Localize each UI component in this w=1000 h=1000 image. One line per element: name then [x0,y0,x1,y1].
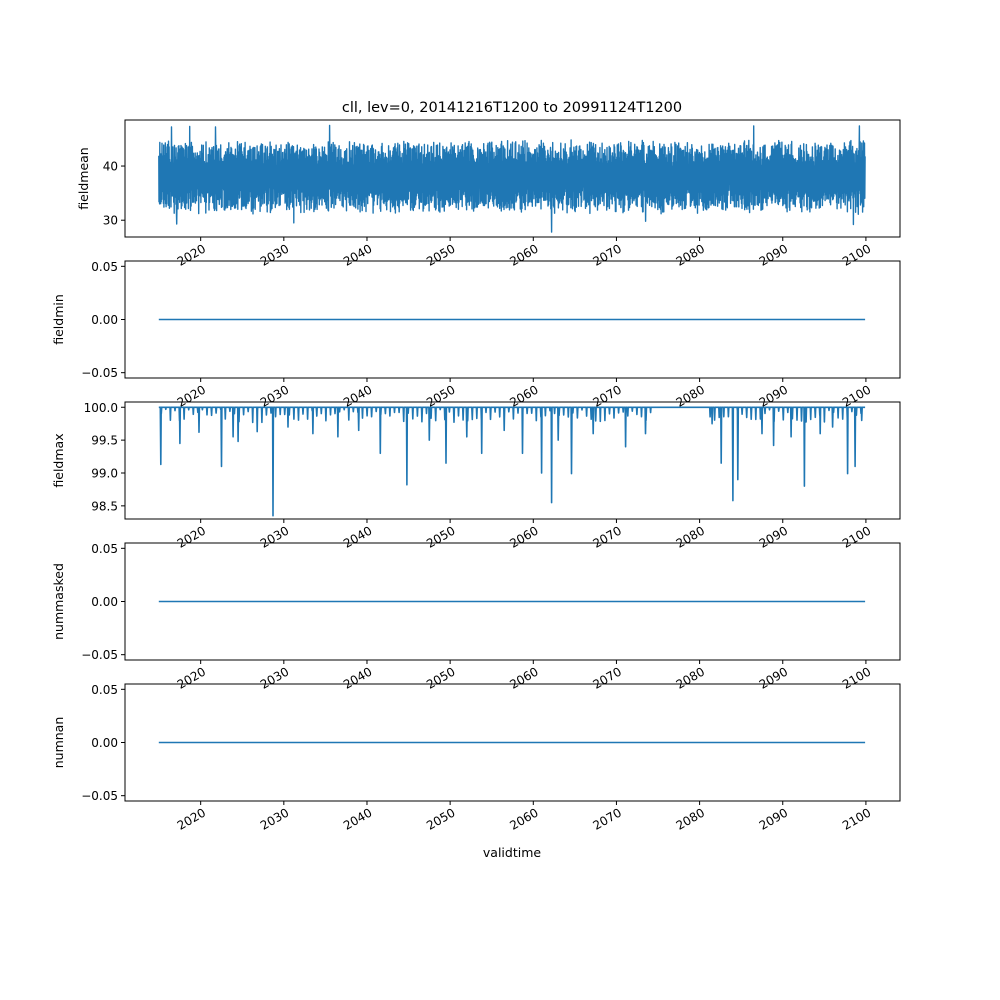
fieldmin-ytick-label: 0.00 [91,313,118,327]
numnan-ytick-label: 0.05 [91,683,118,697]
numnan-ytick-label: 0.00 [91,736,118,750]
fieldmin-ytick-label: −0.05 [81,366,118,380]
fieldmean-ylabel: fieldmean [76,147,91,209]
fieldmean-ytick-label: 30 [103,214,118,228]
fieldmean-ytick-label: 40 [103,160,118,174]
fieldmean-axes-frame [124,119,901,238]
fieldmax-ytick-label: 99.0 [91,466,118,480]
fieldmax-ylabel: fieldmax [51,433,66,487]
fieldmax-axes-frame [124,401,901,520]
numnan-ylabel: numnan [51,717,66,769]
figure-title: cll, lev=0, 20141216T1200 to 20991124T12… [342,100,682,116]
fieldmax-ytick-label: 98.5 [91,499,118,513]
nummasked-ytick-label: 0.00 [91,595,118,609]
nummasked-ytick-label: −0.05 [81,648,118,662]
fieldmin-ylabel: fieldmin [51,294,66,345]
x-axis-label: validtime [483,845,541,860]
fieldmax-series-line [158,406,866,517]
fieldmax-ytick-label: 99.5 [91,434,118,448]
fieldmin-ytick-label: 0.05 [91,260,118,274]
numnan-ytick-label: −0.05 [81,789,118,803]
nummasked-ytick-label: 0.05 [91,542,118,556]
fieldmax-ytick-label: 100.0 [84,401,118,415]
nummasked-ylabel: nummasked [51,563,66,640]
fieldmean-series-line [158,124,866,233]
